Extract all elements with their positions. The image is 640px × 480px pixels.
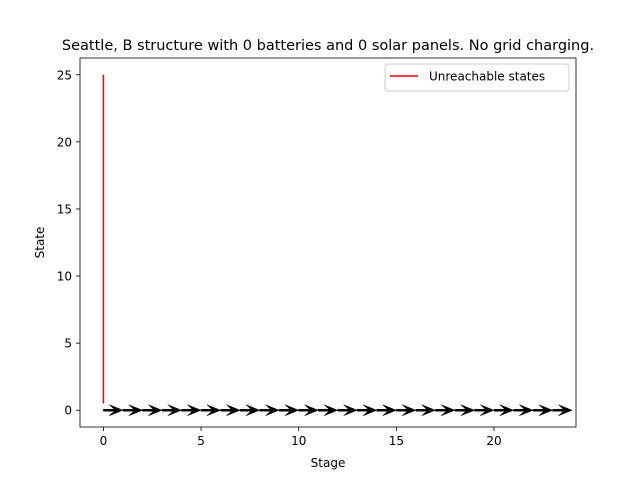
y-tick-label: 20 (57, 135, 72, 149)
legend: Unreachable states (384, 63, 570, 92)
transition-arrow (181, 404, 202, 416)
transition-arrow (513, 404, 534, 416)
y-axis: 0 5 10 15 20 25 (57, 68, 80, 418)
transition-arrow (376, 404, 398, 416)
transition-arrow (454, 404, 476, 416)
transition-arrow (278, 404, 300, 416)
transition-arrow (259, 404, 280, 416)
transition-arrow (122, 404, 144, 416)
plot-frame (79, 57, 577, 428)
x-tick-label: 15 (389, 434, 404, 448)
x-tick-label: 5 (197, 434, 205, 448)
y-tick-label: 15 (57, 202, 72, 216)
transition-arrow (161, 404, 183, 416)
legend-label: Unreachable states (429, 70, 545, 84)
x-axis: 0 5 10 15 20 (100, 427, 502, 448)
transition-arrow (103, 404, 124, 416)
transition-arrow (474, 404, 495, 416)
transition-arrow (415, 404, 437, 416)
y-tick-label: 5 (64, 337, 72, 351)
transition-arrow (142, 404, 163, 416)
transition-arrow (317, 404, 339, 416)
transition-arrow (396, 404, 417, 416)
x-tick-label: 10 (291, 434, 306, 448)
y-tick-label: 10 (57, 270, 72, 284)
transition-arrow (532, 404, 554, 416)
y-tick-label: 0 (64, 404, 72, 418)
transition-arrow (200, 404, 222, 416)
chart-title: Seattle, B structure with 0 batteries an… (62, 38, 594, 54)
y-axis-label: State (33, 227, 47, 259)
transition-arrow (298, 404, 319, 416)
x-axis-label: Stage (311, 456, 346, 470)
transition-arrow (239, 404, 261, 416)
transition-arrow (493, 404, 515, 416)
x-tick-label: 20 (486, 434, 501, 448)
transition-arrow (435, 404, 456, 416)
transition-arrow (357, 404, 378, 416)
y-tick-label: 25 (57, 68, 72, 82)
arrows-layer (103, 404, 573, 416)
x-tick-label: 0 (100, 434, 108, 448)
legend-box (384, 63, 570, 92)
transition-arrow (220, 404, 241, 416)
transition-arrow (552, 404, 573, 416)
transition-arrow (337, 404, 358, 416)
